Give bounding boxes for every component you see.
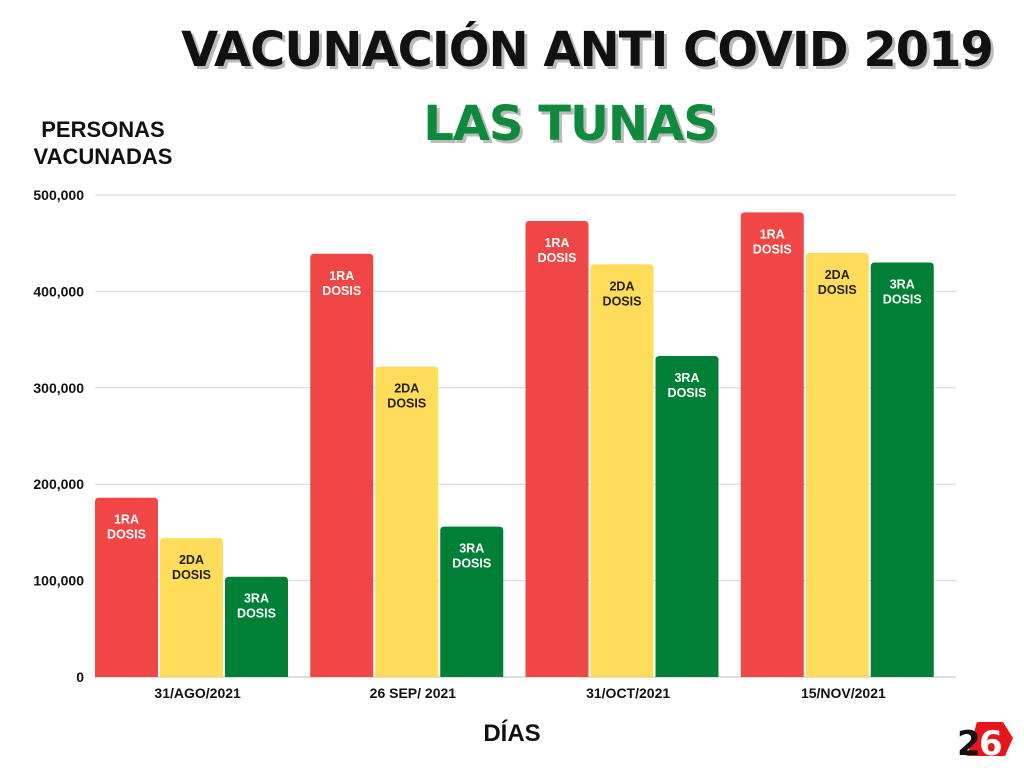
svg-text:6: 6 [979, 724, 1003, 760]
bar [95, 497, 158, 677]
x-tick-label: 26 SEP/ 2021 [370, 685, 457, 701]
bar-data-label: 3RA [674, 371, 699, 385]
bar [590, 264, 654, 677]
bar-data-label: 2DA [825, 268, 850, 282]
y-tick-label: 200,000 [33, 476, 84, 492]
y-axis-label: PERSONAS VACUNADAS [33, 117, 173, 169]
bar [225, 576, 288, 677]
y-tick-label: 300,000 [33, 380, 84, 396]
logo-26: 2 6 [957, 722, 1013, 760]
bar-data-label: DOSIS [107, 528, 146, 542]
x-tick-label: 15/NOV/2021 [801, 685, 886, 701]
bar-data-label: 2DA [609, 279, 634, 293]
chart-title: VACUNACIÓN ANTI COVID 2019 [181, 22, 994, 78]
svg-text:2: 2 [957, 724, 981, 760]
bar [870, 262, 934, 677]
bar [740, 212, 804, 678]
x-axis-label: DÍAS [483, 720, 541, 747]
bar-data-label: DOSIS [603, 294, 642, 308]
bar [655, 355, 719, 677]
bar-data-label: 1RA [114, 513, 139, 527]
bar-data-label: 1RA [329, 269, 354, 283]
bar-data-label: 2DA [394, 382, 419, 396]
bar [160, 538, 223, 677]
bar-data-label: DOSIS [883, 292, 922, 306]
bar-data-label: DOSIS [322, 284, 361, 298]
bar [805, 252, 869, 677]
bar-data-label: 3RA [890, 277, 915, 291]
chart-subtitle: LAS TUNAS [423, 96, 718, 152]
bar-data-label: 1RA [544, 236, 569, 250]
bar-data-label: DOSIS [172, 568, 211, 582]
bar-data-label: DOSIS [452, 557, 491, 571]
y-tick-label: 100,000 [33, 573, 84, 589]
y-tick-label: 400,000 [33, 283, 84, 299]
bar-data-label: DOSIS [753, 242, 792, 256]
bar [440, 526, 504, 677]
bar-data-label: DOSIS [387, 397, 426, 411]
bar [310, 253, 374, 677]
y-tick-label: 0 [76, 669, 84, 685]
bar-data-label: DOSIS [237, 607, 276, 621]
y-tick-label: 500,000 [33, 187, 84, 203]
bar-data-label: DOSIS [668, 386, 707, 400]
x-tick-label: 31/OCT/2021 [586, 685, 670, 701]
bar-data-label: DOSIS [538, 251, 577, 265]
bar [525, 221, 589, 677]
bar [375, 366, 439, 677]
bar-data-label: 2DA [179, 553, 204, 567]
bar-data-label: 3RA [244, 592, 269, 606]
bar-data-label: 3RA [459, 542, 484, 556]
bar-data-label: DOSIS [818, 283, 857, 297]
x-tick-label: 31/AGO/2021 [154, 685, 241, 701]
bar-data-label: 1RA [760, 227, 785, 241]
